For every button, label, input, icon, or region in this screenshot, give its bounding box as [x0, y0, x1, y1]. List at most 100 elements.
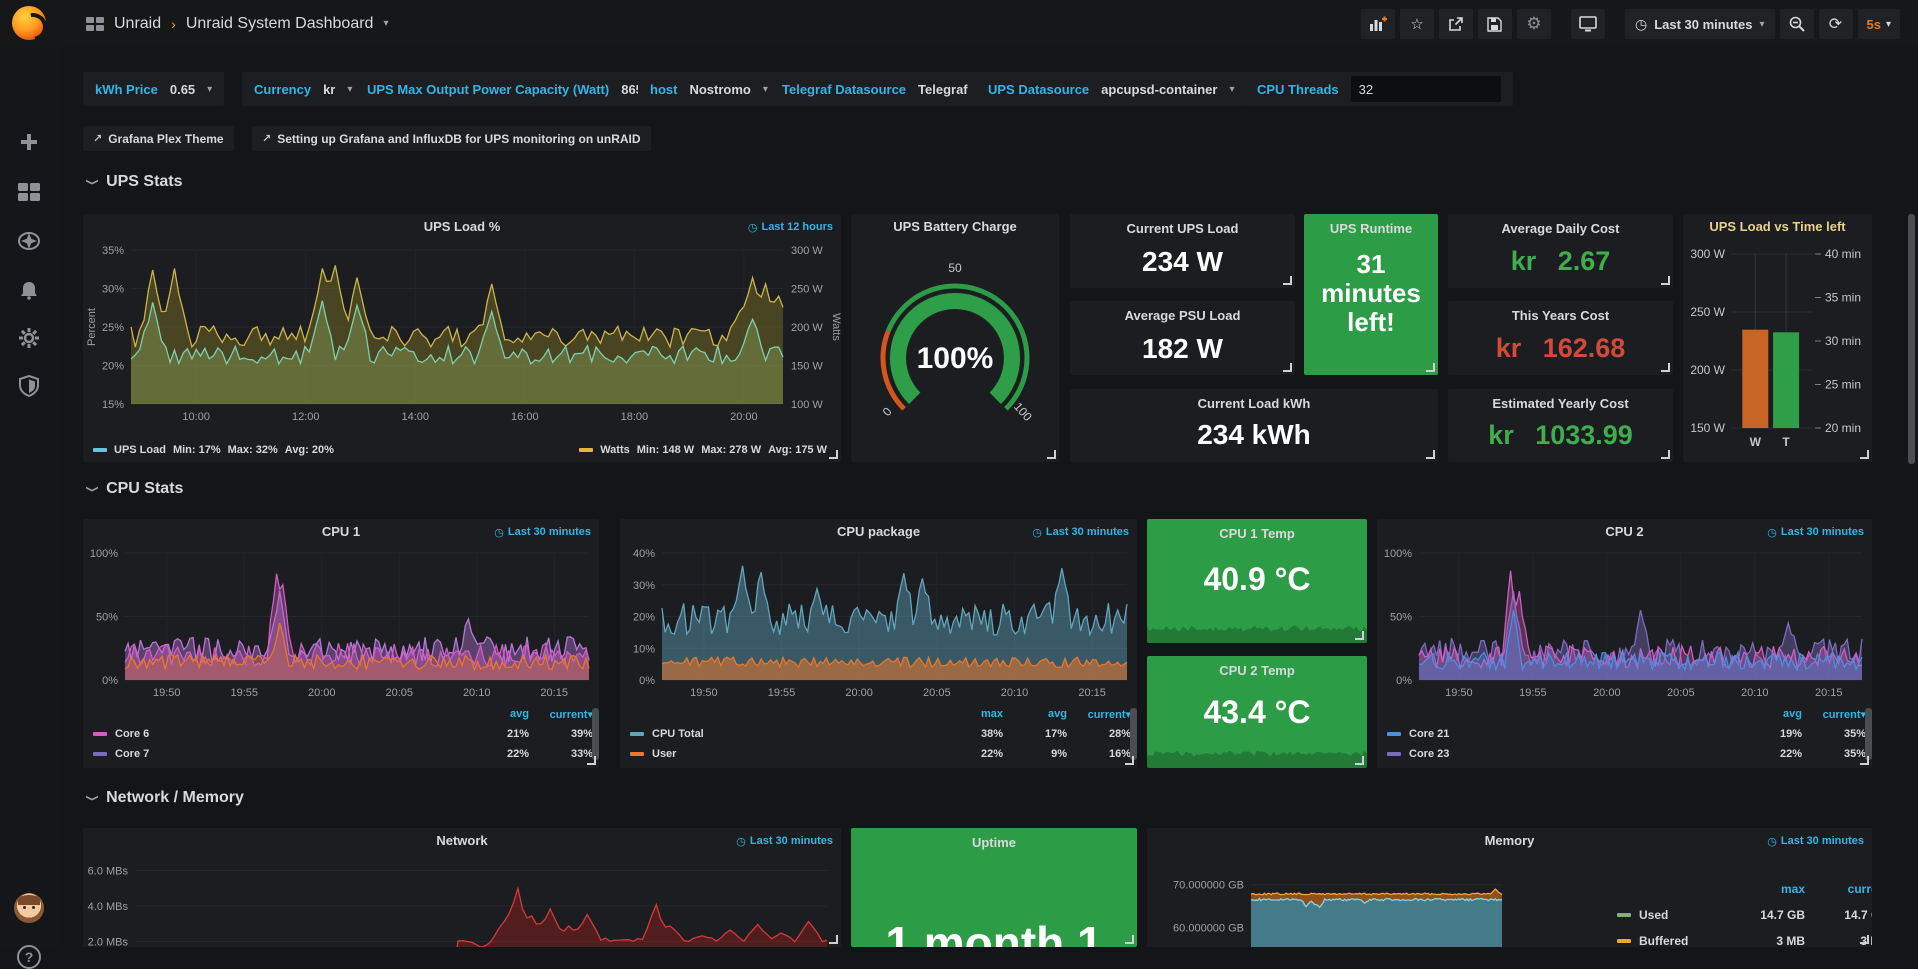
page-title[interactable]: Unraid System Dashboard	[185, 14, 374, 32]
variable-value[interactable]: 0.65	[169, 81, 196, 97]
breadcrumb: Unraid › Unraid System Dashboard ▾	[86, 0, 388, 47]
panel-title[interactable]: Network	[436, 833, 488, 848]
legend-series-row[interactable]: CPU Total 38% 17% 28%	[630, 724, 1131, 744]
panel-current-ups-load[interactable]: Current UPS Load 234 W	[1070, 214, 1295, 288]
user-avatar[interactable]	[14, 893, 44, 923]
panel-this-years-cost[interactable]: This Years Cost kr 162.68	[1448, 301, 1673, 375]
cpu-threads-input[interactable]: 32	[1350, 76, 1501, 102]
panel-title[interactable]: UPS Battery Charge	[893, 219, 1017, 234]
variable-value[interactable]: Nostromo	[689, 81, 751, 97]
legend-sort-header[interactable]: avg	[1783, 708, 1802, 720]
section-cpu-stats[interactable]: ❭ CPU Stats	[86, 480, 183, 498]
legend-scrollbar[interactable]	[592, 708, 599, 760]
section-network-memory[interactable]: ❭ Network / Memory	[86, 789, 244, 807]
add-panel-button[interactable]	[1360, 9, 1395, 39]
save-button[interactable]	[1477, 9, 1512, 39]
svg-text:0: 0	[880, 404, 895, 419]
variable-value[interactable]: 865	[621, 81, 643, 97]
series-swatch	[1617, 939, 1631, 943]
panel-cpu2[interactable]: CPU 2 ◷ Last 30 minutes 100% 50% 0% 19:50 19…	[1377, 519, 1872, 768]
variable-host[interactable]: host Nostromo ▾	[638, 72, 780, 106]
panel-time-range-link[interactable]: ◷ Last 30 minutes	[494, 519, 591, 545]
panel-network[interactable]: Network ◷ Last 30 minutes 6.0 MBs 4.0 MBs…	[83, 828, 841, 947]
panel-cpu1-temp[interactable]: CPU 1 Temp 40.9 °C	[1147, 519, 1367, 643]
explore-compass-button[interactable]	[14, 226, 44, 256]
variable-currency[interactable]: Currency kr ▾	[242, 72, 365, 106]
share-button[interactable]	[1438, 9, 1473, 39]
section-ups-stats[interactable]: ❭ UPS Stats	[86, 173, 183, 191]
legend-sort-header[interactable]: current▾	[1822, 708, 1866, 721]
panel-cpu-package[interactable]: CPU package ◷ Last 30 minutes 40% 30% 20% 1…	[620, 519, 1137, 768]
panel-time-range-link[interactable]: ◷ Last 30 minutes	[1032, 519, 1129, 545]
panel-time-range-link[interactable]: ◷ Last 12 hours	[748, 214, 833, 240]
refresh-interval-picker[interactable]: 5s ▾	[1857, 9, 1900, 39]
legend-scrollbar[interactable]	[1865, 708, 1872, 760]
panel-current-load-kwh[interactable]: Current Load kWh 234 kWh	[1070, 389, 1438, 462]
refresh-button[interactable]: ⟳	[1818, 9, 1853, 39]
panel-cpu2-temp[interactable]: CPU 2 Temp 43.4 °C	[1147, 656, 1367, 768]
panel-time-range-link[interactable]: ◷ Last 30 minutes	[1767, 828, 1864, 854]
panel-title[interactable]: UPS Load vs Time left	[1709, 219, 1846, 234]
alerting-bell-button[interactable]	[14, 275, 44, 305]
configuration-gear-button[interactable]	[14, 323, 44, 353]
panel-ups-load-vs-time-left[interactable]: UPS Load vs Time left 300 W 250 W 200 W 150…	[1683, 214, 1872, 462]
star-button[interactable]: ☆	[1399, 9, 1434, 39]
variable-ups-datasource[interactable]: UPS Datasource apcupsd-container ▾	[976, 72, 1247, 106]
variable-telegraf-datasource[interactable]: Telegraf Datasource Telegraf ▾	[770, 72, 997, 106]
server-admin-shield-button[interactable]	[14, 371, 44, 401]
panel-title[interactable]: CPU 1	[321, 524, 361, 539]
breadcrumb-folder[interactable]: Unraid	[114, 14, 162, 32]
panel-title[interactable]: Memory	[1484, 833, 1535, 848]
legend-sort-header[interactable]: avg	[1048, 708, 1067, 720]
panel-time-range-link[interactable]: ◷ Last 30 minutes	[736, 828, 833, 854]
time-range-picker[interactable]: ◷ Last 30 minutes ▾	[1624, 9, 1775, 39]
legend-item-ups-load[interactable]: UPS Load Min: 17% Max: 32% Avg: 20%	[93, 444, 334, 456]
panel-ups-battery-charge[interactable]: UPS Battery Charge 0 50 100 100%	[851, 214, 1059, 462]
panel-estimated-yearly-cost[interactable]: Estimated Yearly Cost kr 1033.99	[1448, 389, 1673, 462]
panel-memory[interactable]: Memory ◷ Last 30 minutes 70.000000 GB 60.…	[1147, 828, 1872, 947]
panel-time-range-link[interactable]: ◷ Last 30 minutes	[1767, 519, 1864, 545]
legend-series-row[interactable]: Core 7 22% 33%	[93, 744, 593, 764]
settings-button[interactable]: ⚙	[1516, 9, 1551, 39]
grafana-logo[interactable]	[12, 6, 46, 40]
help-button[interactable]: ?	[17, 945, 41, 969]
chevron-down-icon[interactable]: ▾	[383, 18, 389, 29]
variable-value[interactable]: kr	[323, 81, 336, 97]
panel-average-daily-cost[interactable]: Average Daily Cost kr 2.67	[1448, 214, 1673, 288]
page-scrollbar[interactable]	[1908, 214, 1915, 464]
panel-title[interactable]: UPS Load %	[423, 219, 501, 234]
panel-title[interactable]: CPU 2	[1605, 524, 1644, 539]
legend-scrollbar[interactable]	[1130, 708, 1137, 760]
variable-value[interactable]: apcupsd-container	[1101, 81, 1218, 97]
legend-series-row[interactable]: User 22% 9% 16%	[630, 744, 1131, 764]
tv-mode-button[interactable]	[1570, 9, 1605, 39]
panel-title[interactable]: CPU package	[836, 524, 921, 539]
panel-cpu1[interactable]: CPU 1 ◷ Last 30 minutes 100% 50% 0% 19:50 19…	[83, 519, 599, 768]
legend-item-watts[interactable]: Watts Min: 148 W Max: 278 W Avg: 175 W	[579, 444, 827, 456]
dashboards-nav-button[interactable]	[14, 177, 44, 207]
dashboard-link-ups-guide[interactable]: ↗ Setting up Grafana and InfluxDB for UP…	[252, 126, 651, 151]
legend-sort-header[interactable]: max	[1780, 882, 1805, 896]
legend-sort-header[interactable]: avg	[510, 708, 529, 720]
legend-sort-header[interactable]: current	[1847, 882, 1872, 896]
svg-text:100%: 100%	[1384, 548, 1412, 560]
legend-series-row[interactable]: Core 23 22% 35%	[1387, 744, 1866, 764]
variable-ups-max-output[interactable]: UPS Max Output Power Capacity (Watt) 865…	[355, 72, 672, 106]
clock-icon: ◷	[1634, 15, 1648, 32]
panel-ups-runtime[interactable]: UPS Runtime 31 minutes left!	[1304, 214, 1438, 375]
legend-sort-header[interactable]: current▾	[1087, 708, 1131, 721]
dashboard-link-plex-theme[interactable]: ↗ Grafana Plex Theme	[83, 126, 234, 151]
variable-value[interactable]: Telegraf	[918, 81, 968, 97]
legend-series-row[interactable]: Core 21 19% 35%	[1387, 724, 1866, 744]
legend-sort-header[interactable]: current▾	[549, 708, 593, 721]
legend-sort-header[interactable]: max	[980, 708, 1003, 720]
legend-series-row[interactable]: Core 6 21% 39%	[93, 724, 593, 744]
create-button[interactable]	[14, 127, 44, 157]
panel-ups-load[interactable]: UPS Load % ◷ Last 12 hours 35% 300 W 30% 25…	[83, 214, 841, 462]
panel-uptime[interactable]: Uptime 1 month 1	[851, 828, 1137, 947]
panel-average-psu-load[interactable]: Average PSU Load 182 W	[1070, 301, 1295, 375]
zoom-out-button[interactable]	[1779, 9, 1814, 39]
variable-kwh-price[interactable]: kWh Price 0.65 ▾	[83, 72, 225, 106]
